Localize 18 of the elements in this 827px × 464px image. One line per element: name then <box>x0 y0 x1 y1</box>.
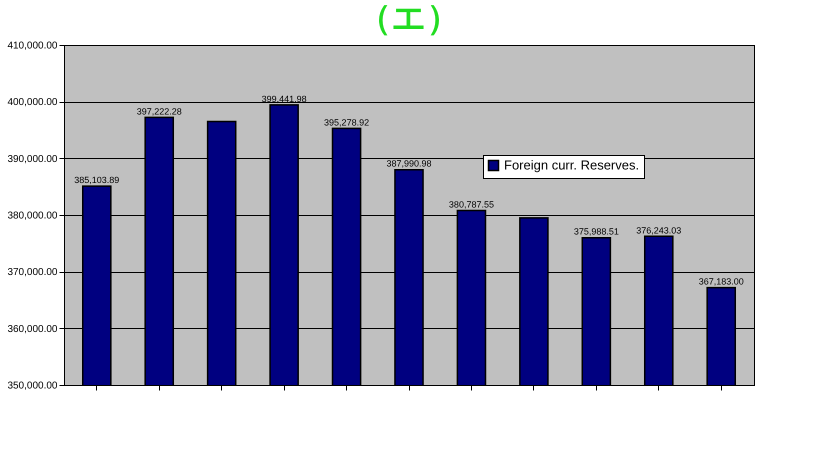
y-tick-label: 350,000.00 <box>7 380 58 392</box>
y-tick-label: 360,000.00 <box>7 324 58 335</box>
chart-title: （エ） <box>358 0 460 38</box>
data-label: 380,787.55 <box>448 200 494 210</box>
legend-label: Foreign curr. Reserves. <box>504 158 640 172</box>
y-tick-label: 390,000.00 <box>7 154 58 165</box>
data-label: 385,103.89 <box>74 175 120 186</box>
data-label: 387,990.98 <box>386 158 432 169</box>
data-label: 397,222.28 <box>136 106 182 116</box>
y-tick-label: 410,000.00 <box>7 40 58 52</box>
y-tick-label: 380,000.00 <box>7 210 58 222</box>
data-label: 376,243.03 <box>636 225 682 236</box>
data-label: 395,278.92 <box>324 117 370 128</box>
data-label: 367,183.00 <box>698 276 744 287</box>
data-label: 399,441.98 <box>262 94 307 104</box>
data-label: 375,988.51 <box>574 226 619 237</box>
y-tick-label: 400,000.00 <box>7 97 58 108</box>
y-tick-label: 370,000.00 <box>7 267 58 278</box>
